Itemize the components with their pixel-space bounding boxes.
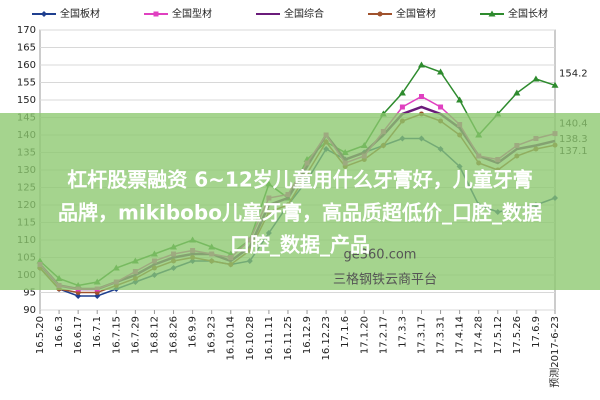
x-tick-label: 17.4.28 <box>474 316 485 354</box>
y-tick-label: 155 <box>17 78 36 89</box>
legend-label: 全国长材 <box>508 7 548 20</box>
banner-line: 口腔_数据_产品 <box>230 233 370 257</box>
legend-label: 全国型材 <box>172 7 212 20</box>
legend: 全国板材 全国型材 全国综合 全国管材 全国长材 <box>32 7 548 20</box>
y-tick-label: 95 <box>23 288 36 299</box>
watermark-site: ge360.com <box>344 248 417 263</box>
legend-label: 全国管材 <box>396 7 436 20</box>
x-tick-label: 17.5.12 <box>493 316 504 354</box>
x-tick-label: 16.11.25 <box>283 316 294 361</box>
marker <box>398 89 406 96</box>
marker <box>456 96 464 103</box>
x-tick-label: 16.10.28 <box>245 316 256 361</box>
x-tick-label: 17.3.17 <box>416 316 427 354</box>
x-tick-label: 16.6.17 <box>73 316 84 354</box>
x-tick-label: 17.5.26 <box>512 316 523 354</box>
x-tick-label: 16.7.15 <box>111 316 122 354</box>
marker <box>418 94 424 99</box>
marker <box>551 81 559 88</box>
x-tick-label: 17.2.17 <box>378 316 389 354</box>
x-axis: 16.5.20 16.6.3 16.6.17 16.7.1 16.7.15 16.7.29… <box>35 310 561 388</box>
watermark-slogan: 三格钢铁云商平台 <box>333 272 437 288</box>
marker <box>417 61 425 68</box>
x-tick-label: 16.8.12 <box>149 316 160 354</box>
x-tick-label: 16.11.11 <box>264 316 275 361</box>
marker <box>377 11 383 17</box>
marker <box>513 89 521 96</box>
legend-label: 全国板材 <box>60 7 100 20</box>
x-tick-label: 预测2017-6-23 <box>548 316 561 388</box>
marker <box>399 104 405 110</box>
marker <box>438 104 444 110</box>
end-label: 154.2 <box>559 68 588 79</box>
x-tick-label: 16.12.23 <box>321 316 332 361</box>
x-tick-label: 16.9.23 <box>207 316 218 354</box>
banner-line: 杠杆股票融资 6~12岁儿童用什么牙膏好，儿童牙膏 <box>67 168 532 192</box>
marker <box>41 11 47 17</box>
y-tick-label: 90 <box>23 305 36 316</box>
x-tick-label: 16.5.20 <box>35 316 46 354</box>
x-tick-label: 16.8.26 <box>169 316 180 354</box>
banner-line: 品牌，mikibobo儿童牙膏，高品质超低价_口腔_数据 <box>58 201 542 225</box>
x-tick-label: 16.6.3 <box>54 316 65 348</box>
y-tick-label: 160 <box>17 60 36 71</box>
x-tick-label: 16.7.29 <box>130 316 141 354</box>
x-tick-label: 17.3.31 <box>436 316 447 354</box>
y-tick-label: 150 <box>17 95 36 106</box>
legend-label: 全国综合 <box>284 7 324 20</box>
x-tick-label: 16.12.9 <box>302 316 313 354</box>
x-tick-label: 17.6.9 <box>531 316 542 348</box>
x-tick-label: 16.10.14 <box>226 316 237 361</box>
banner <box>0 113 600 290</box>
x-tick-label: 17.4.14 <box>455 316 466 354</box>
x-tick-label: 16.7.1 <box>92 316 103 348</box>
marker <box>153 11 159 17</box>
marker <box>437 68 445 75</box>
x-tick-label: 16.9.9 <box>188 316 199 348</box>
x-tick-label: 17.1.6 <box>340 316 351 348</box>
x-tick-label: 17.3.3 <box>397 316 408 348</box>
y-tick-label: 165 <box>17 43 36 54</box>
marker <box>488 10 496 17</box>
y-tick-label: 170 <box>17 25 36 36</box>
x-tick-label: 17.1.20 <box>359 316 370 354</box>
marker <box>532 75 540 82</box>
